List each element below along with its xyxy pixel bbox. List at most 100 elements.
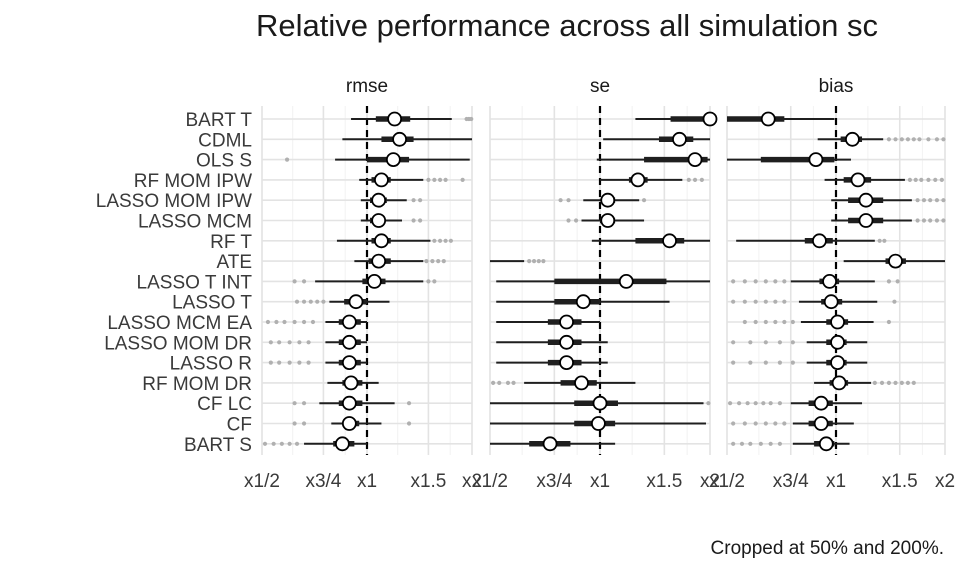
outlier-point [437,177,443,182]
x-tick-label: x1 [590,471,610,492]
x-tick-label: x1 [357,471,377,492]
outlier-point [753,401,758,406]
outlier-point [934,218,940,223]
outlier-point [448,238,454,243]
outlier-point [763,299,768,304]
outlier-point [436,259,441,264]
point-estimate [385,152,401,168]
x-tick-label: x2 [700,471,720,492]
outlier-point [934,198,940,203]
outlier-point [886,319,892,325]
outlier-point [892,299,897,304]
outlier-point [782,299,787,304]
outlier-point [777,360,783,365]
outlier-point [265,319,271,325]
point-estimate [858,213,874,228]
outlier-point [406,401,412,406]
outlier-point [527,259,532,264]
x-tick-label: x1 [826,471,846,492]
outlier-point [753,319,758,325]
outlier-point [301,401,307,406]
outlier-point [497,380,502,385]
outlier-point [748,360,753,365]
outlier-point [905,137,911,142]
outlier-point [441,259,446,264]
point-estimate [366,273,382,289]
point-estimate [343,375,359,391]
outlier-point [728,401,733,406]
outlier-point [301,299,307,304]
outlier-point [418,198,423,203]
outlier-point [731,421,736,426]
point-estimate [374,233,389,249]
point-estimate [371,213,387,228]
x-tick-label: x3/4 [536,471,572,492]
outlier-point [262,441,268,446]
row-label: LASSO MCM EA [107,313,252,334]
outlier-point [566,198,571,203]
outlier-point [566,218,571,223]
outlier-point [268,340,273,345]
outlier-point [872,380,877,385]
outlier-point [699,177,704,182]
outlier-point [761,401,766,406]
outlier-point [742,279,747,284]
outlier-point [928,218,933,223]
outlier-point [917,137,922,142]
outlier-point [742,299,747,304]
outlier-point [782,319,787,325]
outlier-point [541,259,546,264]
outlier-point [879,380,885,385]
row-label: CF LC [197,394,252,415]
outlier-point [297,340,302,345]
outlier-point [763,279,768,284]
outlier-point [915,218,920,223]
row-label: BART T [185,110,252,131]
outlier-point [882,238,887,243]
outlier-point [928,198,933,203]
outlier-point [913,177,918,182]
outlier-point [919,177,924,182]
outlier-point [469,116,474,122]
outlier-point [294,299,300,304]
outlier-point [411,198,416,203]
outlier-point [753,279,758,284]
outlier-point [287,441,292,446]
chart-caption: Cropped at 50% and 200%. [710,538,944,559]
outlier-point [763,319,768,325]
point-estimate [845,131,860,147]
outlier-point [432,177,437,182]
point-estimate [813,395,829,411]
x-tick-label: x3/4 [305,471,341,492]
outlier-point [306,340,311,345]
outlier-point [443,177,448,182]
outlier-point [536,259,541,264]
panel-label: se [590,76,610,97]
outlier-point [641,198,647,203]
point-estimate [830,355,845,371]
point-estimate [831,375,847,391]
outlier-point [282,319,287,325]
outlier-point [911,137,916,142]
outlier-point [745,401,750,406]
outlier-point [491,380,496,385]
outlier-point [531,259,537,264]
outlier-point [742,421,747,426]
x-tick-label: x1/2 [472,471,508,492]
outlier-point [886,279,892,284]
outlier-point [287,360,292,365]
outlier-point [731,340,736,345]
row-label: RF MOM DR [142,374,252,395]
outlier-point [790,360,795,365]
outlier-point [773,279,778,284]
outlier-point [763,340,768,345]
outlier-point [921,198,927,203]
outlier-point [939,177,944,182]
outlier-point [418,218,423,223]
data-marks [262,111,946,452]
outlier-point [292,279,297,284]
point-estimate [687,152,703,168]
point-estimate [830,314,845,330]
outlier-point [748,441,753,446]
